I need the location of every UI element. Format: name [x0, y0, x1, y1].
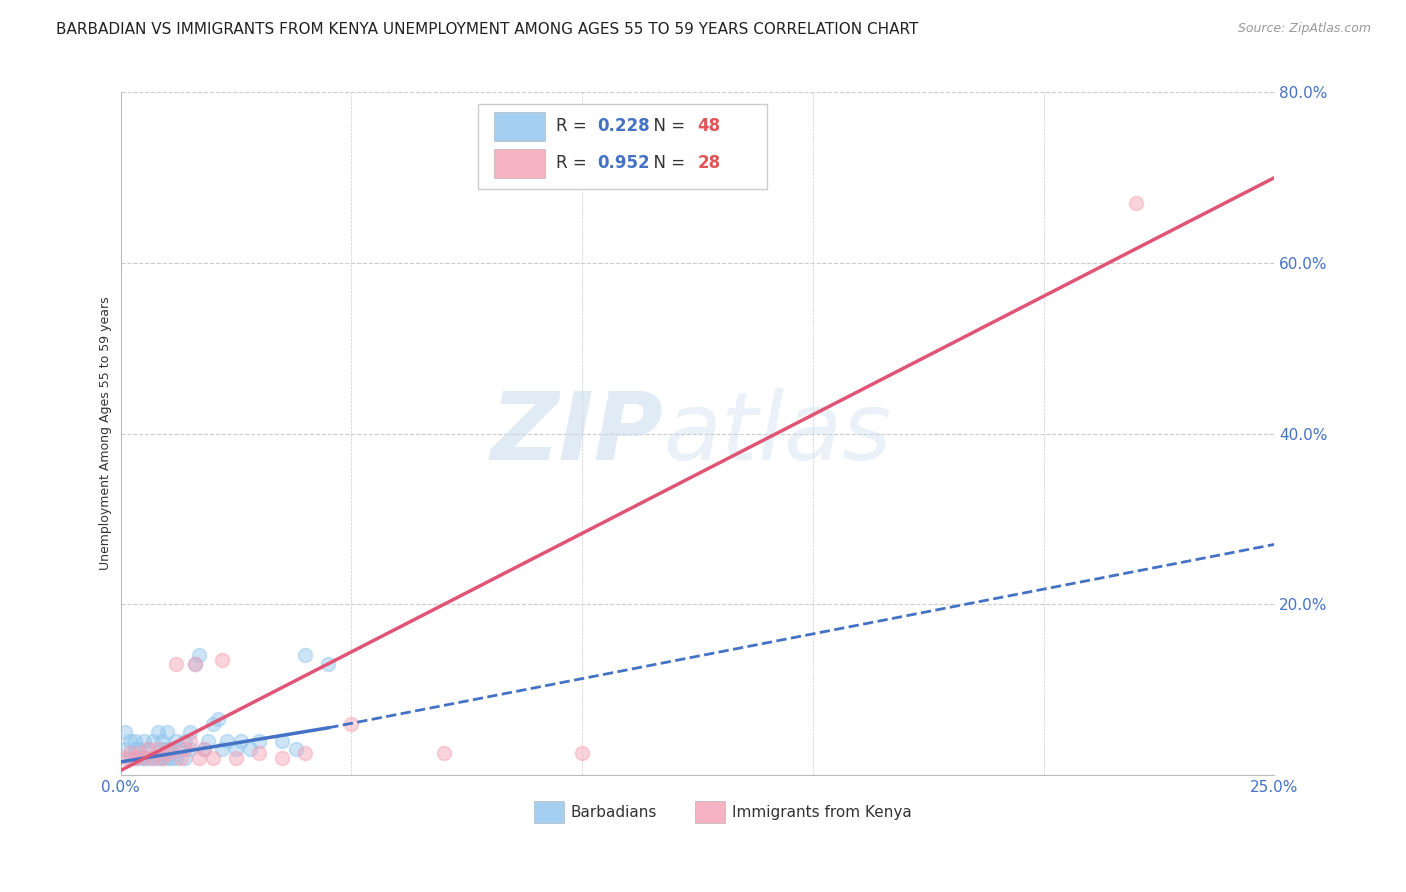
Point	[124, 742, 146, 756]
Point	[138, 750, 160, 764]
Point	[150, 750, 173, 764]
Point	[170, 742, 193, 756]
Point	[160, 750, 183, 764]
Text: 48: 48	[697, 118, 721, 136]
Point	[142, 750, 165, 764]
Text: Source: ZipAtlas.com: Source: ZipAtlas.com	[1237, 22, 1371, 36]
Point	[138, 742, 160, 756]
Y-axis label: Unemployment Among Ages 55 to 59 years: Unemployment Among Ages 55 to 59 years	[100, 297, 112, 570]
Point	[132, 750, 155, 764]
Point	[207, 712, 229, 726]
Point	[160, 742, 183, 756]
Point	[156, 742, 179, 756]
Text: Barbadians: Barbadians	[571, 805, 657, 820]
Point	[318, 657, 340, 671]
Point	[165, 657, 187, 671]
Point	[138, 742, 160, 756]
Point	[146, 725, 169, 739]
Point	[165, 733, 187, 747]
Point	[174, 733, 197, 747]
Point	[188, 750, 211, 764]
FancyBboxPatch shape	[495, 149, 546, 178]
Point	[150, 733, 173, 747]
Text: R =: R =	[555, 118, 592, 136]
Point	[128, 750, 150, 764]
Point	[146, 750, 169, 764]
Point	[146, 742, 169, 756]
Point	[188, 648, 211, 663]
Point	[114, 725, 136, 739]
Point	[193, 742, 215, 756]
Point	[179, 725, 201, 739]
Point	[271, 733, 294, 747]
Point	[225, 742, 247, 756]
FancyBboxPatch shape	[534, 801, 564, 823]
Point	[294, 747, 316, 761]
Point	[183, 657, 205, 671]
Point	[215, 733, 238, 747]
Point	[156, 747, 179, 761]
Point	[211, 652, 233, 666]
Point	[247, 747, 270, 761]
Text: Immigrants from Kenya: Immigrants from Kenya	[733, 805, 912, 820]
Point	[201, 750, 224, 764]
Point	[197, 733, 219, 747]
Point	[340, 716, 363, 731]
Point	[118, 750, 141, 764]
Text: 28: 28	[697, 154, 721, 172]
Point	[183, 657, 205, 671]
Point	[132, 733, 155, 747]
Point	[118, 733, 141, 747]
Point	[156, 725, 179, 739]
Point	[142, 733, 165, 747]
FancyBboxPatch shape	[695, 801, 725, 823]
Point	[170, 750, 193, 764]
Point	[124, 750, 146, 764]
Point	[271, 750, 294, 764]
Point	[433, 747, 456, 761]
Point	[124, 733, 146, 747]
Point	[179, 733, 201, 747]
Point	[571, 747, 593, 761]
Point	[174, 750, 197, 764]
FancyBboxPatch shape	[478, 104, 766, 189]
Point	[229, 733, 252, 747]
Point	[118, 747, 141, 761]
Text: N =: N =	[644, 154, 690, 172]
Text: R =: R =	[555, 154, 592, 172]
Point	[124, 750, 146, 764]
Point	[1125, 196, 1147, 211]
Point	[239, 742, 262, 756]
Point	[174, 742, 197, 756]
Text: N =: N =	[644, 118, 690, 136]
Text: atlas: atlas	[662, 388, 891, 479]
Point	[285, 742, 308, 756]
FancyBboxPatch shape	[495, 112, 546, 141]
Text: 0.952: 0.952	[598, 154, 650, 172]
Point	[156, 750, 179, 764]
Point	[128, 747, 150, 761]
Point	[150, 750, 173, 764]
Point	[114, 742, 136, 756]
Point	[294, 648, 316, 663]
Point	[193, 742, 215, 756]
Point	[160, 742, 183, 756]
Point	[150, 742, 173, 756]
Point	[128, 742, 150, 756]
Point	[142, 750, 165, 764]
Point	[165, 750, 187, 764]
Point	[225, 750, 247, 764]
Text: BARBADIAN VS IMMIGRANTS FROM KENYA UNEMPLOYMENT AMONG AGES 55 TO 59 YEARS CORREL: BARBADIAN VS IMMIGRANTS FROM KENYA UNEMP…	[56, 22, 918, 37]
Point	[201, 716, 224, 731]
Point	[179, 742, 201, 756]
Point	[132, 750, 155, 764]
Point	[211, 742, 233, 756]
Point	[114, 750, 136, 764]
Point	[247, 733, 270, 747]
Text: 0.228: 0.228	[598, 118, 650, 136]
Text: ZIP: ZIP	[491, 387, 662, 480]
